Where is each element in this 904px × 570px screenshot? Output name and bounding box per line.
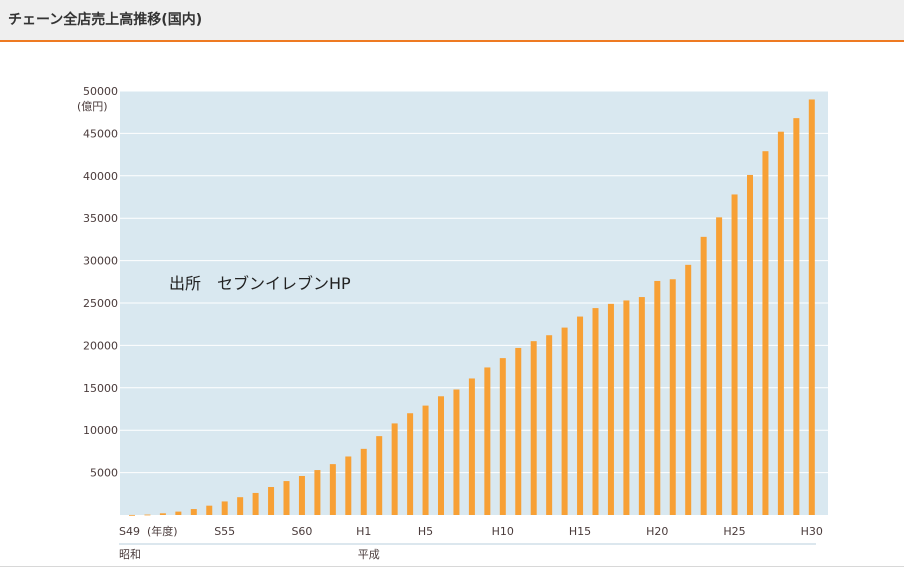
bar-S54	[206, 505, 213, 515]
bar-H11	[515, 347, 522, 515]
section-header: チェーン全店売上高推移(国内)	[0, 0, 904, 42]
x-tick-label: H20	[646, 525, 668, 538]
y-tick-labels: 5000 10000 15000 20000 25000 30000 35000 40000 4…	[83, 85, 118, 480]
bar-H20	[654, 280, 661, 515]
x-tick-labels: S49 S55 S60 H1 H5 H10 H15 H20 H25 H30	[119, 525, 823, 538]
bar-H10	[499, 358, 506, 515]
bar-S58	[268, 487, 275, 515]
bar-S51	[159, 513, 166, 515]
y-tick-label: 20000	[83, 339, 118, 352]
y-tick-label: 45000	[83, 127, 118, 140]
bar-H18	[623, 300, 630, 515]
bottom-divider	[0, 566, 904, 567]
bar-H5	[422, 405, 429, 515]
y-tick-label: 5000	[90, 467, 118, 480]
bar-H16	[592, 308, 599, 515]
bar-H1	[360, 448, 367, 515]
y-tick-label: 15000	[83, 382, 118, 395]
gridlines	[120, 90, 828, 474]
bar-S52	[175, 511, 182, 515]
bar-H13	[546, 335, 553, 515]
bar-H15	[577, 316, 584, 515]
y-tick-label: 30000	[83, 255, 118, 268]
y-tick-label: 10000	[83, 424, 118, 437]
bar-H24	[716, 217, 723, 516]
x-tick-label: H15	[569, 525, 591, 538]
bar-S61	[314, 470, 321, 515]
bar-H25	[731, 194, 738, 515]
bar-S59	[283, 481, 290, 515]
bar-H7	[453, 389, 460, 515]
era-label-showa: 昭和	[119, 548, 141, 561]
y-tick-label: 40000	[83, 170, 118, 183]
bar-H6	[438, 396, 444, 515]
bar-H12	[530, 341, 537, 515]
bar-H8	[468, 378, 475, 515]
bar-S50	[144, 514, 151, 516]
bar-H22	[685, 264, 692, 515]
bar-H17	[607, 303, 614, 515]
x-tick-label: H1	[356, 525, 371, 538]
x-tick-label: H10	[492, 525, 514, 538]
bar-H21	[669, 279, 676, 515]
y-tick-label: 35000	[83, 212, 118, 225]
x-tick-label: H25	[723, 525, 745, 538]
bar-S57	[252, 492, 259, 515]
bar-S53	[190, 509, 197, 515]
bar-H27	[762, 151, 769, 515]
bar-H3	[391, 423, 398, 515]
bar-H29	[793, 118, 800, 516]
x-tick-label: S49	[119, 525, 140, 538]
bar-H4	[407, 413, 414, 515]
bar-S56	[237, 497, 244, 515]
x-tick-label: S55	[214, 525, 235, 538]
bar-S49	[129, 514, 135, 516]
era-label-heisei: 平成	[358, 548, 380, 561]
bar-S62	[329, 464, 336, 515]
x-tick-label: H5	[418, 525, 433, 538]
source-annotation: 出所 セブンイレブンHP	[169, 274, 351, 293]
bars	[129, 99, 815, 516]
x-tick-label: S60	[291, 525, 312, 538]
bar-H23	[700, 236, 707, 515]
y-axis-unit-label: (億円)	[77, 100, 108, 113]
x-tick-label: H30	[801, 525, 823, 538]
bar-H14	[561, 327, 568, 515]
x-axis-unit-label: (年度)	[147, 524, 178, 538]
section-title: チェーン全店売上高推移(国内)	[8, 12, 203, 28]
bar-S63	[345, 456, 352, 515]
bar-S55	[221, 501, 228, 515]
bar-H26	[747, 174, 753, 515]
bar-H2	[376, 436, 383, 515]
bar-S60	[298, 475, 305, 515]
bar-H19	[638, 297, 645, 515]
y-tick-label: 50000	[83, 85, 118, 98]
bar-H28	[777, 131, 784, 516]
bar-H9	[484, 367, 491, 515]
bar-H30	[808, 99, 815, 515]
y-tick-label: 25000	[83, 297, 118, 310]
